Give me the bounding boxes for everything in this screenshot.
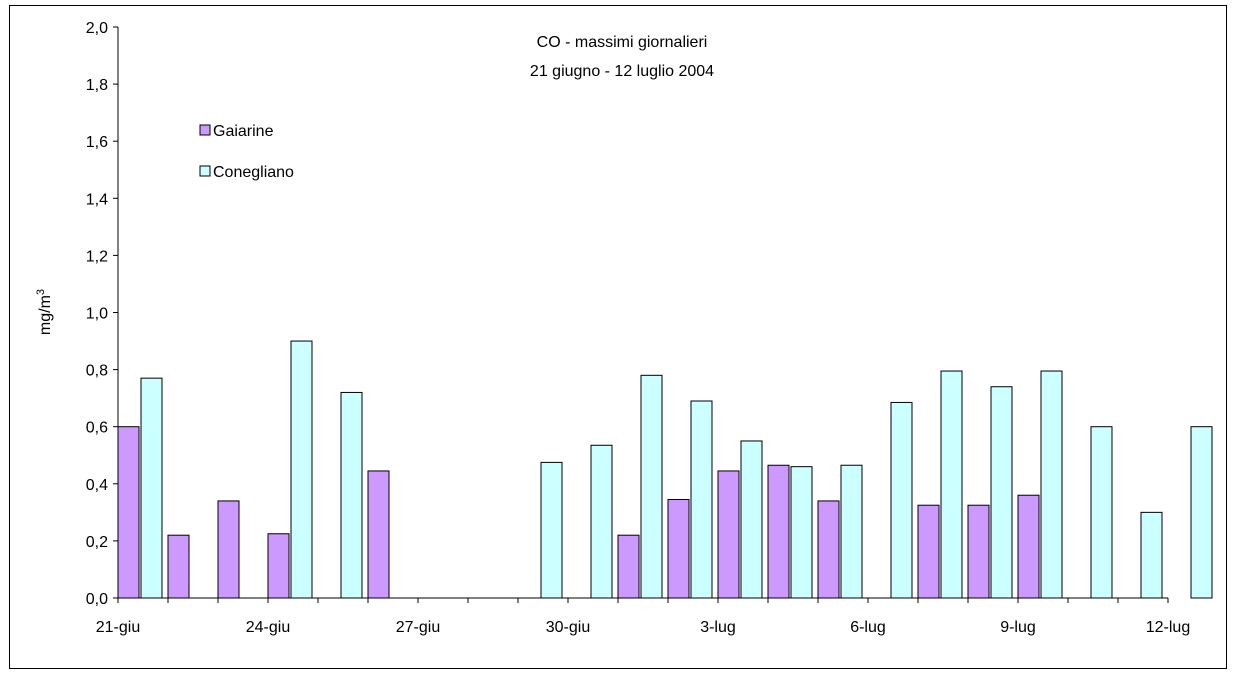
chart-title-line-2: 21 giugno - 12 luglio 2004	[530, 63, 714, 80]
x-tick-label: 24-giu	[246, 619, 290, 636]
bar-gaiarine-24-giu	[267, 533, 290, 599]
bar-conegliano-10-lug	[1090, 426, 1113, 599]
y-axis-title: mg/m3	[35, 289, 54, 335]
bar-gaiarine-7-lug	[917, 504, 940, 599]
bar-conegliano-5-lug	[840, 464, 863, 599]
y-tick-labels: 0,0 0,2 0,4 0,6 0,8 1,0 1,2 1,4 1,6 1,8 2,0	[86, 20, 108, 608]
bar-gaiarine-22-giu	[167, 534, 190, 599]
legend-label-gaiarine: Gaiarine	[213, 123, 274, 140]
x-tick-label: 30-giu	[546, 619, 590, 636]
y-tick-label: 0,4	[86, 477, 108, 494]
bar-conegliano-24-giu	[290, 340, 313, 599]
bar-gaiarine-9-lug	[1017, 494, 1040, 599]
bars-layer	[117, 340, 1213, 599]
y-tick-label: 1,6	[86, 134, 108, 151]
y-axis-title-superscript: 3	[35, 289, 47, 295]
legend-swatch-conegliano	[199, 165, 211, 177]
bar-gaiarine-21-giu	[117, 426, 140, 599]
bar-gaiarine-26-giu	[367, 470, 390, 599]
x-tick-label: 3-lug	[700, 619, 736, 636]
y-tick-label: 0,8	[86, 363, 108, 380]
bar-conegliano-6-lug	[890, 401, 913, 599]
bar-conegliano-11-lug	[1140, 511, 1163, 599]
x-tick-label: 27-giu	[396, 619, 440, 636]
bar-conegliano-1-lug	[640, 374, 663, 599]
x-tick-label: 9-lug	[1000, 619, 1036, 636]
bar-conegliano-2-lug	[690, 400, 713, 599]
bar-conegliano-7-lug	[940, 370, 963, 599]
bar-gaiarine-5-lug	[817, 500, 840, 599]
bar-gaiarine-4-lug	[767, 464, 790, 599]
y-tick-label: 0,0	[86, 591, 108, 608]
bar-conegliano-25-giu	[340, 391, 363, 599]
y-tick-label: 1,4	[86, 191, 108, 208]
legend: Gaiarine Conegliano	[199, 123, 294, 181]
bar-conegliano-3-lug	[740, 440, 763, 599]
axes-layer	[113, 26, 1169, 603]
bar-conegliano-30-giu	[590, 444, 613, 599]
bar-conegliano-8-lug	[990, 386, 1013, 599]
x-tick-label: 12-lug	[1146, 619, 1190, 636]
legend-swatch-gaiarine	[199, 124, 211, 136]
bar-conegliano-12-lug	[1190, 426, 1213, 599]
bar-gaiarine-2-lug	[667, 499, 690, 599]
x-tick-label: 6-lug	[850, 619, 886, 636]
legend-label-conegliano: Conegliano	[213, 164, 294, 181]
y-tick-label: 0,2	[86, 534, 108, 551]
x-tick-label: 21-giu	[96, 619, 140, 636]
y-tick-label: 1,2	[86, 248, 108, 265]
bar-conegliano-21-giu	[140, 377, 163, 599]
bar-conegliano-9-lug	[1040, 370, 1063, 599]
chart-title: CO - massimi giornalieri 21 giugno - 12 …	[530, 34, 714, 80]
y-tick-label: 2,0	[86, 20, 108, 37]
bar-gaiarine-8-lug	[967, 504, 990, 599]
x-tick-labels: 21-giu 24-giu 27-giu 30-giu 3-lug 6-lug 9-lug 1…	[96, 619, 1190, 636]
chart-title-line-1: CO - massimi giornalieri	[537, 34, 708, 51]
y-axis-title-text: mg/m	[37, 295, 54, 335]
y-tick-label: 1,8	[86, 77, 108, 94]
y-tick-label: 1,0	[86, 306, 108, 323]
y-tick-label: 0,6	[86, 420, 108, 437]
bar-gaiarine-23-giu	[217, 500, 240, 599]
bar-gaiarine-3-lug	[717, 470, 740, 599]
bar-gaiarine-1-lug	[617, 534, 640, 599]
svg-text:mg/m3: mg/m3	[35, 289, 54, 335]
bar-conegliano-4-lug	[790, 466, 813, 599]
bar-conegliano-29-giu	[540, 461, 563, 599]
